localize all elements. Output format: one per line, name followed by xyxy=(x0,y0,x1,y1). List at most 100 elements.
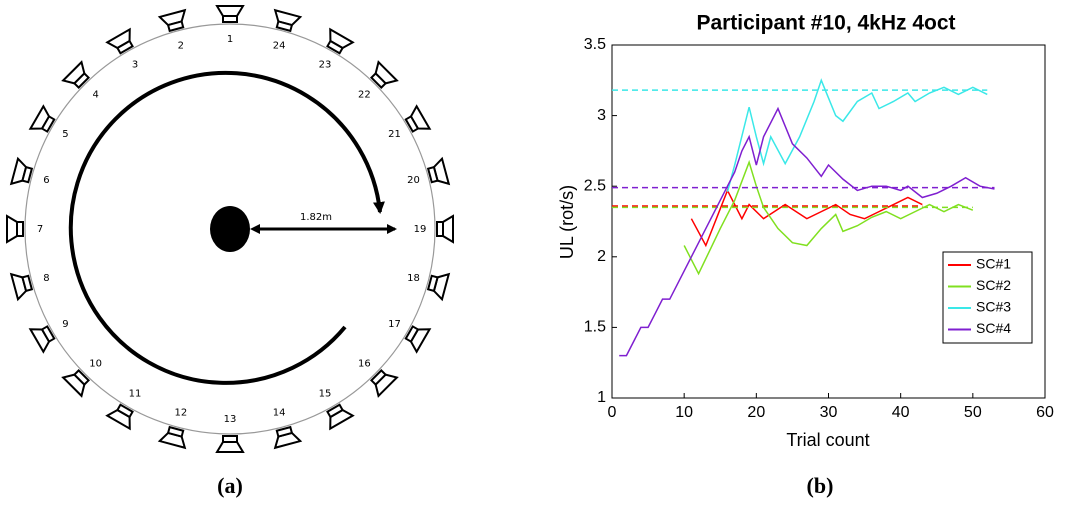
legend-label: SC#3 xyxy=(976,299,1011,315)
y-tick-label: 1 xyxy=(597,389,606,406)
speaker xyxy=(9,272,34,302)
y-axis-label: UL (rot/s) xyxy=(557,185,577,259)
y-tick-label: 1.5 xyxy=(584,319,606,336)
speaker-body xyxy=(222,435,238,443)
legend-label: SC#4 xyxy=(976,320,1011,336)
speaker-cone xyxy=(215,441,245,453)
speaker-label: 8 xyxy=(43,273,49,284)
speaker xyxy=(326,27,355,55)
speaker-label: 17 xyxy=(388,319,401,330)
speaker xyxy=(426,156,451,186)
legend-label: SC#2 xyxy=(976,277,1011,293)
speaker-label: 1 xyxy=(227,34,233,45)
speaker-body xyxy=(275,425,294,438)
speaker-body xyxy=(326,39,344,55)
legend-box xyxy=(942,251,1033,344)
rotation-arrow xyxy=(68,70,385,385)
speaker xyxy=(6,214,24,244)
speaker-body xyxy=(222,15,238,23)
speaker-cone xyxy=(442,214,454,244)
x-axis-label: Trial count xyxy=(786,430,869,450)
speaker-label: 16 xyxy=(358,358,371,369)
speaker-label: 7 xyxy=(37,224,43,235)
speaker xyxy=(61,60,90,89)
speaker-label: 6 xyxy=(43,175,49,186)
x-tick-label: 40 xyxy=(892,404,910,421)
speaker-label: 24 xyxy=(273,40,286,51)
legend-label: SC#1 xyxy=(976,256,1011,272)
speaker-label: 14 xyxy=(273,408,286,419)
speaker xyxy=(273,425,303,450)
speaker xyxy=(28,104,56,133)
distance-label: 1.82m xyxy=(300,212,332,223)
head xyxy=(210,206,250,252)
x-tick-label: 50 xyxy=(964,404,982,421)
speaker-label: 2 xyxy=(178,40,184,51)
speaker-body xyxy=(16,221,24,237)
speaker-body xyxy=(21,165,34,184)
x-tick-label: 10 xyxy=(675,404,693,421)
chart: Participant #10, 4kHz 4oct Trial count U… xyxy=(557,12,1054,499)
speaker-body xyxy=(370,72,387,89)
speaker xyxy=(436,214,454,244)
speaker xyxy=(370,60,399,89)
speaker xyxy=(215,5,245,23)
speaker-body xyxy=(370,369,387,386)
x-tick-label: 0 xyxy=(608,404,617,421)
speaker-body xyxy=(326,403,344,419)
speaker-body xyxy=(40,325,56,343)
series-line xyxy=(619,106,995,357)
speaker-label: 13 xyxy=(224,414,237,425)
speaker xyxy=(326,403,355,431)
speaker-body xyxy=(275,20,294,33)
speaker xyxy=(404,325,432,354)
speaker-body xyxy=(116,403,134,419)
speaker-body xyxy=(426,274,439,293)
speaker xyxy=(61,369,90,398)
y-tick-label: 2.5 xyxy=(584,177,606,194)
speaker-ring xyxy=(24,23,436,435)
speaker xyxy=(370,369,399,398)
chart-title: Participant #10, 4kHz 4oct xyxy=(696,12,955,35)
speaker-label: 15 xyxy=(319,389,332,400)
speaker-cone xyxy=(215,5,245,17)
speaker-body xyxy=(116,39,134,55)
speaker xyxy=(157,425,187,450)
caption: (b) xyxy=(807,473,834,498)
speaker-body xyxy=(426,165,439,184)
speaker xyxy=(273,8,303,33)
speaker-label: 9 xyxy=(62,319,68,330)
speaker xyxy=(9,156,34,186)
speaker-body xyxy=(166,20,185,33)
speaker-label: 3 xyxy=(132,59,138,70)
speaker-diagram: 1.82m (a) 123456789101112131415161718192… xyxy=(6,5,454,498)
speaker-body xyxy=(21,274,34,293)
speaker-body xyxy=(73,72,90,89)
series-line xyxy=(683,159,974,276)
speaker-body xyxy=(166,425,185,438)
speaker xyxy=(105,403,134,431)
x-tick-label: 30 xyxy=(820,404,838,421)
y-tick-label: 3.5 xyxy=(584,36,606,53)
speaker-label: 10 xyxy=(89,358,102,369)
y-tick-label: 2 xyxy=(597,248,606,265)
speaker xyxy=(105,27,134,55)
speaker xyxy=(28,325,56,354)
speaker-label: 4 xyxy=(92,90,98,101)
speaker-label: 23 xyxy=(319,59,332,70)
speaker-label: 18 xyxy=(407,273,420,284)
speaker xyxy=(157,8,187,33)
speaker-body xyxy=(404,115,420,133)
speaker xyxy=(426,272,451,302)
speaker-cone xyxy=(6,214,18,244)
speaker-body xyxy=(40,115,56,133)
speaker-label: 20 xyxy=(407,175,420,186)
speaker-label: 21 xyxy=(388,129,401,140)
x-tick-label: 20 xyxy=(747,404,765,421)
speaker-body xyxy=(404,325,420,343)
speaker xyxy=(215,435,245,453)
speaker-label: 22 xyxy=(358,90,371,101)
series-line xyxy=(726,78,988,193)
